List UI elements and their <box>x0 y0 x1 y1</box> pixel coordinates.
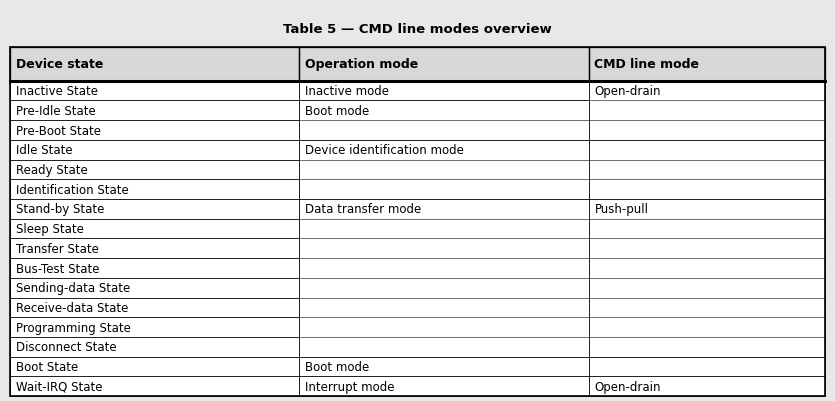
Bar <box>589 200 825 357</box>
Text: Wait-IRQ State: Wait-IRQ State <box>16 380 103 393</box>
Bar <box>589 140 825 200</box>
Text: Boot mode: Boot mode <box>305 360 369 373</box>
Bar <box>589 357 825 377</box>
Bar <box>10 377 299 396</box>
Bar <box>299 200 589 357</box>
Bar <box>10 160 299 180</box>
Bar <box>299 377 589 396</box>
Text: Boot State: Boot State <box>16 360 78 373</box>
Text: Sending-data State: Sending-data State <box>16 282 130 294</box>
Text: Boot mode: Boot mode <box>305 105 369 117</box>
Text: Inactive State: Inactive State <box>16 85 98 98</box>
Bar <box>589 48 825 81</box>
Text: Sleep State: Sleep State <box>16 223 84 235</box>
Text: Pre-Idle State: Pre-Idle State <box>16 105 96 117</box>
Text: Transfer State: Transfer State <box>16 242 99 255</box>
Bar <box>10 239 299 259</box>
Text: Bus-Test State: Bus-Test State <box>16 262 99 275</box>
Text: Disconnect State: Disconnect State <box>16 340 117 354</box>
Text: Open-drain: Open-drain <box>595 380 661 393</box>
Bar <box>10 48 299 81</box>
Text: Ready State: Ready State <box>16 164 88 176</box>
Text: Idle State: Idle State <box>16 144 73 157</box>
Bar <box>10 48 825 396</box>
Text: Data transfer mode: Data transfer mode <box>305 203 422 216</box>
Bar <box>589 48 825 81</box>
Text: Operation mode: Operation mode <box>305 59 418 71</box>
Bar <box>589 377 825 396</box>
Bar <box>299 81 589 101</box>
Bar <box>10 259 299 278</box>
Bar <box>299 140 589 200</box>
Text: Stand-by State: Stand-by State <box>16 203 104 216</box>
Bar <box>10 48 299 81</box>
Bar <box>10 200 299 219</box>
Bar <box>10 140 299 160</box>
Bar <box>589 81 825 140</box>
Text: Device identification mode: Device identification mode <box>305 144 464 157</box>
Bar <box>299 357 589 377</box>
Bar <box>10 298 299 318</box>
Text: Device state: Device state <box>16 59 104 71</box>
Text: Open-drain: Open-drain <box>595 85 661 98</box>
Bar <box>299 48 589 81</box>
Text: Table 5 — CMD line modes overview: Table 5 — CMD line modes overview <box>283 23 552 36</box>
Text: Programming State: Programming State <box>16 321 131 334</box>
Bar <box>10 318 299 337</box>
Bar <box>10 219 299 239</box>
Bar <box>10 278 299 298</box>
Text: Identification State: Identification State <box>16 183 129 196</box>
Bar <box>10 81 299 101</box>
Bar <box>10 101 299 121</box>
Text: Push-pull: Push-pull <box>595 203 649 216</box>
Bar <box>299 101 589 140</box>
Text: Pre-Boot State: Pre-Boot State <box>16 124 101 137</box>
Text: Inactive mode: Inactive mode <box>305 85 389 98</box>
Text: Receive-data State: Receive-data State <box>16 301 129 314</box>
Text: Interrupt mode: Interrupt mode <box>305 380 395 393</box>
Bar <box>10 357 299 377</box>
Text: CMD line mode: CMD line mode <box>595 59 700 71</box>
Bar <box>10 180 299 200</box>
Bar <box>10 121 299 140</box>
Bar <box>10 337 299 357</box>
Bar <box>299 48 589 81</box>
